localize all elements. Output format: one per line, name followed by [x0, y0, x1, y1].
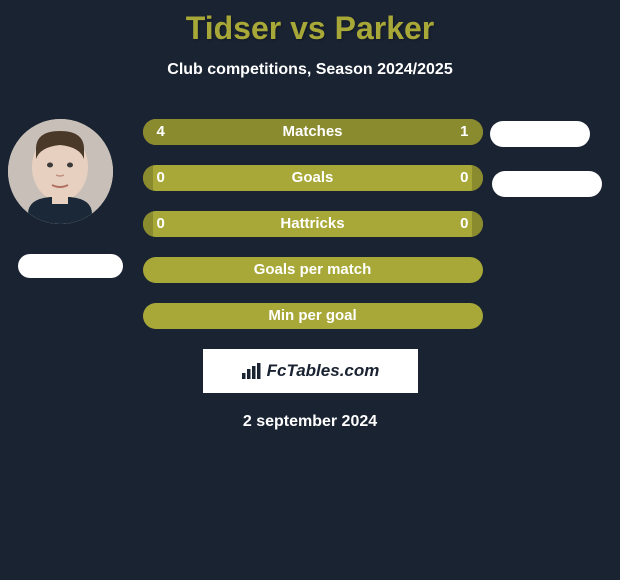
player-left-avatar	[8, 119, 113, 224]
comparison-content: 4Matches10Goals00Hattricks0Goals per mat…	[0, 119, 620, 431]
date-label: 2 september 2024	[0, 413, 620, 431]
bar-value-right: 1	[460, 119, 468, 145]
bar-label: Goals per match	[143, 257, 483, 283]
bar-label: Goals	[143, 165, 483, 191]
page-title: Tidser vs Parker	[0, 0, 620, 47]
source-logo: FcTables.com	[203, 349, 418, 393]
stat-bar: Min per goal	[143, 303, 483, 329]
player-right-name-pill-1	[490, 121, 590, 147]
player-right-name-pill-2	[492, 171, 602, 197]
stat-bar: 0Hattricks0	[143, 211, 483, 237]
bar-label: Matches	[143, 119, 483, 145]
player-left-name-pill	[18, 254, 123, 278]
chart-icon	[241, 362, 261, 380]
stat-bar: 0Goals0	[143, 165, 483, 191]
stat-bar: 4Matches1	[143, 119, 483, 145]
bar-label: Min per goal	[143, 303, 483, 329]
bar-value-right: 0	[460, 165, 468, 191]
bar-value-right: 0	[460, 211, 468, 237]
avatar-face-icon	[8, 119, 113, 224]
stat-bars-container: 4Matches10Goals00Hattricks0Goals per mat…	[138, 119, 483, 329]
bar-label: Hattricks	[143, 211, 483, 237]
logo-text: FcTables.com	[267, 361, 380, 381]
avatar-circle	[8, 119, 113, 224]
page-subtitle: Club competitions, Season 2024/2025	[0, 61, 620, 79]
stat-bar: Goals per match	[143, 257, 483, 283]
